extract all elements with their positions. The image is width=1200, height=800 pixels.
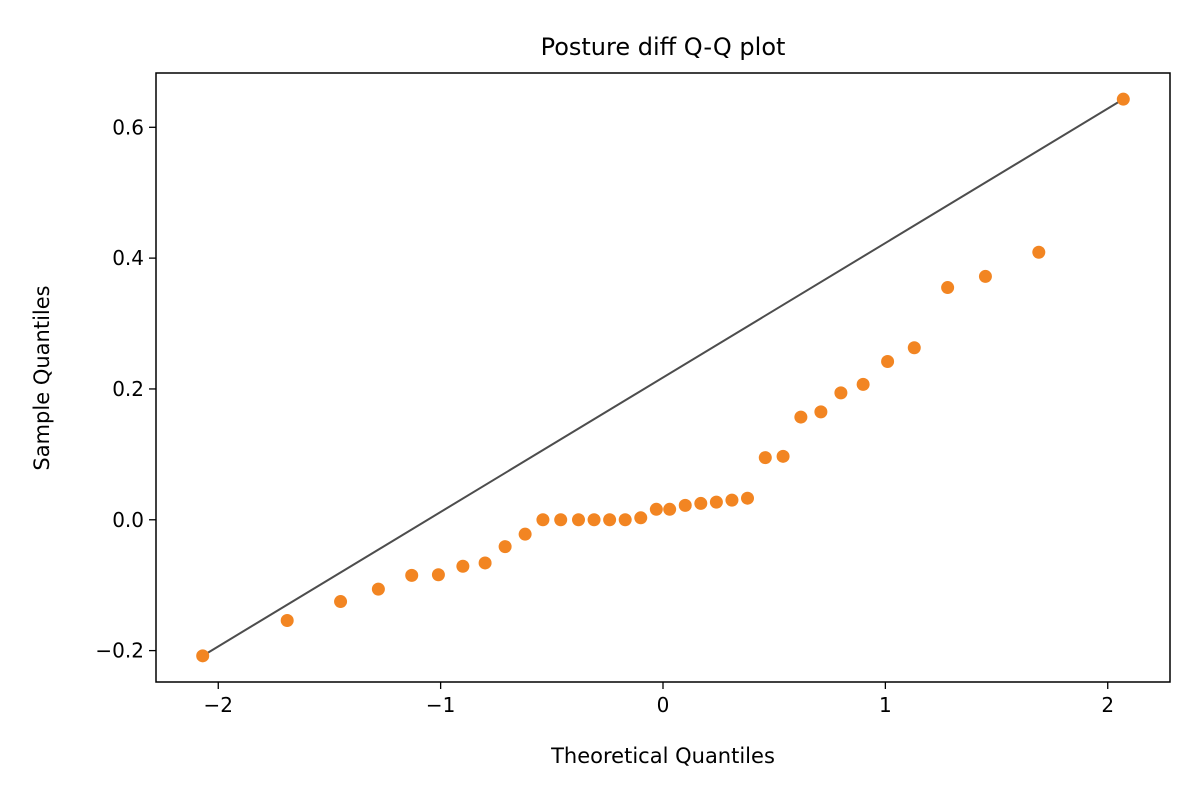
data-point [881, 354, 895, 368]
data-point [572, 513, 585, 527]
y-tick-label: −0.2 [95, 639, 144, 663]
data-point [794, 410, 808, 424]
data-point [678, 498, 692, 512]
data-point [554, 513, 568, 527]
data-point [814, 405, 828, 419]
data-point [1032, 245, 1046, 259]
reference-line [202, 98, 1124, 657]
x-tick-label: −1 [426, 693, 455, 717]
data-point [907, 341, 921, 355]
data-point [776, 449, 790, 463]
data-point [334, 595, 348, 609]
x-tick-label: 0 [657, 693, 670, 717]
y-tick-label: 0.6 [112, 115, 144, 139]
y-tick-label: 0.2 [112, 377, 144, 401]
data-point [1116, 92, 1130, 106]
data-point [758, 451, 772, 465]
data-point [405, 568, 419, 582]
x-axis-label: Theoretical Quantiles [550, 744, 775, 768]
data-point [456, 559, 470, 573]
data-point [536, 513, 550, 527]
data-point [709, 495, 723, 509]
data-point [978, 269, 992, 283]
data-point [196, 649, 210, 663]
x-tick-label: 2 [1101, 693, 1114, 717]
data-point [725, 493, 739, 507]
data-point [634, 511, 648, 525]
data-point [431, 568, 445, 582]
data-point [663, 502, 677, 516]
data-point [478, 556, 492, 570]
y-tick-label: 0.0 [112, 508, 144, 532]
data-point [603, 513, 617, 527]
y-axis-ticks: −0.2 0.0 0.2 0.4 0.6 [95, 115, 156, 663]
y-tick-label: 0.4 [112, 246, 144, 270]
data-point [649, 502, 663, 516]
x-tick-label: −2 [204, 693, 233, 717]
reference-line-layer [202, 98, 1124, 657]
data-point [741, 491, 754, 505]
data-point [618, 513, 632, 527]
x-axis-ticks: −2 −1 0 1 2 [204, 682, 1114, 717]
data-point [856, 377, 870, 391]
data-point [694, 496, 708, 510]
data-point [941, 281, 955, 295]
data-point [371, 582, 385, 596]
data-point [587, 513, 601, 527]
data-point [834, 386, 848, 400]
y-axis-label: Sample Quantiles [30, 285, 54, 470]
data-point [280, 614, 294, 628]
x-tick-label: 1 [879, 693, 892, 717]
chart-title: Posture diff Q-Q plot [541, 33, 786, 61]
data-point [498, 540, 512, 554]
data-points-layer [196, 92, 1130, 663]
plot-frame [155, 72, 1171, 683]
data-point [518, 527, 532, 541]
